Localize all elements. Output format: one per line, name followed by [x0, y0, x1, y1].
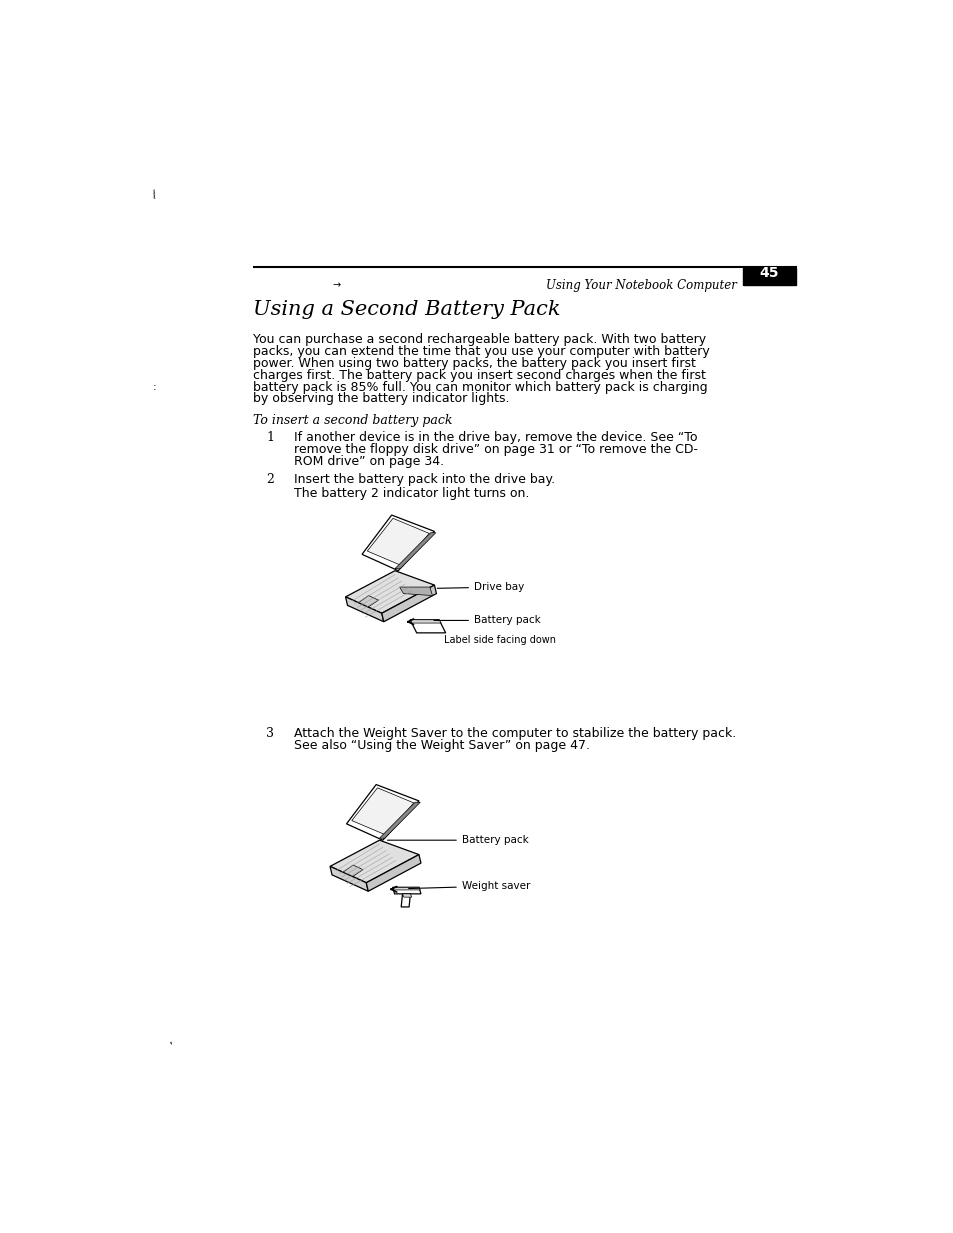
- Text: packs, you can extend the time that you use your computer with battery: packs, you can extend the time that you …: [253, 345, 709, 358]
- Text: :: :: [152, 382, 155, 392]
- Text: battery pack is 85% full. You can monitor which battery pack is charging: battery pack is 85% full. You can monito…: [253, 381, 706, 393]
- Text: Battery pack: Battery pack: [387, 835, 528, 845]
- Text: power. When using two battery packs, the battery pack you insert first: power. When using two battery packs, the…: [253, 356, 695, 370]
- Polygon shape: [393, 888, 420, 894]
- Text: →: →: [332, 280, 340, 290]
- Polygon shape: [330, 867, 368, 891]
- Polygon shape: [357, 596, 378, 608]
- Polygon shape: [395, 533, 436, 568]
- Polygon shape: [345, 571, 434, 613]
- Polygon shape: [402, 894, 412, 898]
- Text: Attach the Weight Saver to the computer to stabilize the battery pack.: Attach the Weight Saver to the computer …: [294, 727, 735, 740]
- Polygon shape: [346, 784, 418, 840]
- Polygon shape: [379, 803, 420, 838]
- Text: You can purchase a second rechargeable battery pack. With two battery: You can purchase a second rechargeable b…: [253, 333, 705, 345]
- Polygon shape: [361, 515, 434, 571]
- Text: The battery 2 indicator light turns on.: The battery 2 indicator light turns on.: [294, 487, 529, 499]
- Polygon shape: [410, 620, 445, 633]
- Text: See also “Using the Weight Saver” on page 47.: See also “Using the Weight Saver” on pag…: [294, 739, 589, 752]
- FancyBboxPatch shape: [742, 268, 795, 285]
- Polygon shape: [367, 518, 429, 566]
- Text: remove the floppy disk drive” on page 31 or “To remove the CD-: remove the floppy disk drive” on page 31…: [294, 443, 697, 456]
- Polygon shape: [393, 888, 420, 890]
- Polygon shape: [341, 866, 362, 878]
- Text: Drive bay: Drive bay: [436, 582, 524, 592]
- Text: Weight saver: Weight saver: [408, 882, 530, 891]
- Polygon shape: [410, 620, 440, 623]
- Text: 1: 1: [266, 432, 274, 444]
- Polygon shape: [345, 597, 383, 621]
- Polygon shape: [381, 586, 436, 621]
- Polygon shape: [366, 854, 420, 891]
- Text: Using Your Notebook Computer: Using Your Notebook Computer: [545, 279, 736, 292]
- Text: charges first. The battery pack you insert second charges when the first: charges first. The battery pack you inse…: [253, 369, 704, 381]
- Text: by observing the battery indicator lights.: by observing the battery indicator light…: [253, 392, 509, 406]
- Text: 2: 2: [266, 473, 274, 486]
- Text: ,: ,: [166, 1036, 173, 1047]
- Polygon shape: [401, 894, 410, 907]
- Text: 3: 3: [266, 727, 274, 740]
- Polygon shape: [352, 788, 414, 836]
- Text: Battery pack: Battery pack: [434, 615, 540, 625]
- Text: ROM drive” on page 34.: ROM drive” on page 34.: [294, 455, 443, 469]
- Text: Insert the battery pack into the drive bay.: Insert the battery pack into the drive b…: [294, 473, 554, 486]
- Text: Using a Second Battery Pack: Using a Second Battery Pack: [253, 301, 559, 319]
- Text: If another device is in the drive bay, remove the device. See “To: If another device is in the drive bay, r…: [294, 432, 697, 444]
- Text: 45: 45: [759, 265, 779, 280]
- Text: Label side facing down: Label side facing down: [444, 635, 556, 645]
- Polygon shape: [330, 840, 418, 883]
- Polygon shape: [399, 587, 432, 596]
- Text: \: \: [151, 189, 157, 200]
- Text: To insert a second battery pack: To insert a second battery pack: [253, 414, 452, 428]
